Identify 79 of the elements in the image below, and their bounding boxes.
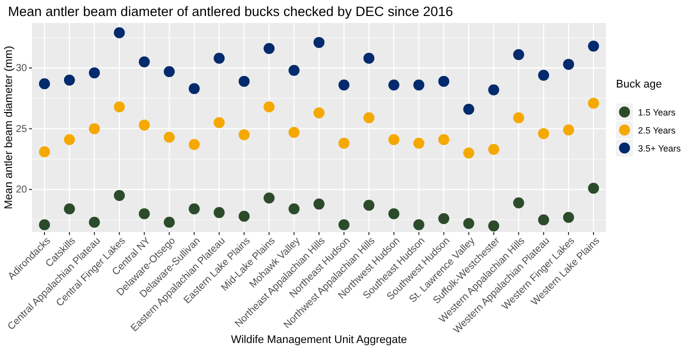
point [264, 43, 275, 54]
point [164, 132, 175, 143]
point [388, 208, 400, 220]
point [314, 107, 324, 118]
point [488, 84, 500, 96]
point [288, 64, 300, 76]
point [264, 192, 275, 204]
point [413, 79, 424, 90]
point [513, 112, 524, 124]
point [413, 138, 424, 149]
point [214, 117, 225, 128]
point [164, 66, 175, 78]
point [388, 134, 400, 146]
point [188, 139, 200, 150]
point [588, 182, 600, 194]
point [563, 124, 574, 136]
point [563, 212, 574, 223]
point [438, 213, 450, 224]
point [488, 220, 500, 232]
point [188, 83, 200, 94]
point [288, 203, 300, 214]
point [88, 216, 100, 228]
point [88, 67, 100, 78]
y-tick-label: 25 [16, 124, 28, 135]
point [114, 101, 125, 112]
point [338, 219, 350, 230]
point [463, 148, 474, 159]
point [38, 219, 50, 230]
point [214, 207, 225, 218]
point [538, 214, 550, 226]
point [413, 219, 424, 230]
point [288, 126, 300, 138]
point [114, 27, 125, 38]
y-axis-title: Mean antler beam diameter (mm) [3, 46, 15, 210]
point [488, 144, 500, 155]
x-axis-title: Wildife Management Unit Aggregate [230, 334, 408, 346]
point [238, 76, 250, 87]
point [438, 76, 450, 87]
point [314, 198, 324, 210]
point [138, 56, 150, 68]
point [438, 134, 450, 146]
point [363, 52, 374, 64]
point [114, 190, 125, 202]
point [64, 74, 75, 86]
point [513, 49, 524, 60]
point [88, 123, 100, 134]
point [214, 52, 225, 64]
point [338, 79, 350, 90]
point [463, 104, 474, 115]
legend-label: 2.5 Years [638, 126, 676, 136]
point [538, 128, 550, 140]
y-tick-label: 20 [16, 184, 28, 196]
point [64, 203, 75, 214]
point [338, 138, 350, 149]
point [164, 216, 175, 228]
point [188, 203, 200, 214]
point [563, 58, 574, 70]
point [538, 70, 550, 81]
point [38, 78, 50, 90]
legend-label: 3.5+ Years [638, 144, 682, 154]
point [363, 112, 374, 124]
chart-title: Mean antler beam diameter of antlered bucks checked by DEC since 2016 [8, 4, 453, 19]
point [64, 134, 75, 146]
point [238, 210, 250, 222]
point [138, 120, 150, 131]
point [463, 218, 474, 229]
point [38, 146, 50, 158]
point [588, 40, 600, 52]
point [138, 208, 150, 220]
legend-title: Buck age [616, 78, 662, 90]
point [588, 98, 600, 109]
point [314, 36, 324, 48]
point [363, 200, 374, 211]
y-tick-label: 30 [16, 63, 28, 74]
point [388, 79, 400, 90]
legend-label: 1.5 Years [638, 108, 676, 118]
point [238, 129, 250, 140]
point [264, 101, 275, 112]
point [513, 197, 524, 208]
